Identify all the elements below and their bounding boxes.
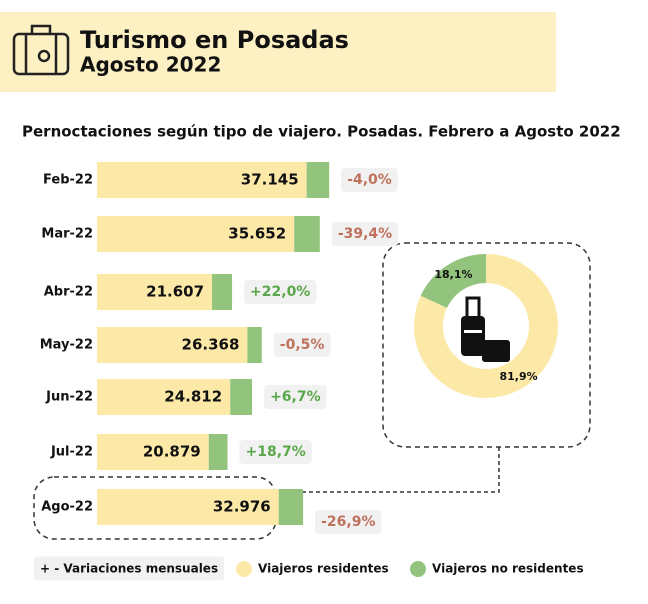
bar-segment xyxy=(97,274,213,310)
variation-label: -39,4% xyxy=(338,226,392,242)
bar-segment xyxy=(306,162,330,198)
bar-segment xyxy=(247,327,262,363)
bar-segment xyxy=(97,379,231,415)
variation-label: -4,0% xyxy=(347,172,392,188)
total-label: 21.607 xyxy=(146,283,204,301)
bar-segment xyxy=(97,434,209,470)
bar-segment xyxy=(208,434,228,470)
total-label: 35.652 xyxy=(228,225,286,243)
bar-segment xyxy=(97,327,248,363)
category-label: Ago-22 xyxy=(41,500,93,515)
connector xyxy=(278,447,500,493)
pie-frame xyxy=(382,242,591,448)
variation-pill xyxy=(315,510,382,534)
bar-segment xyxy=(230,379,253,415)
suitcase-icon xyxy=(12,24,70,76)
total-label: 26.368 xyxy=(182,336,240,354)
bar-segment xyxy=(97,489,279,525)
category-label: Feb-22 xyxy=(43,173,93,188)
variation-pill xyxy=(264,385,327,409)
variation-pill xyxy=(341,168,398,192)
bar-segment xyxy=(278,489,304,525)
luggage-icon xyxy=(461,296,510,362)
bar-segment xyxy=(294,216,320,252)
legend-label: Viajeros residentes xyxy=(258,562,389,576)
category-label: Abr-22 xyxy=(44,285,93,300)
variation-label: -26,9% xyxy=(321,514,375,530)
header-box xyxy=(0,12,556,92)
variation-pill xyxy=(273,333,331,357)
header-subtitle: Agosto 2022 xyxy=(80,53,221,77)
slice-label: 81,9% xyxy=(499,370,537,383)
donut-slice xyxy=(420,254,486,308)
bar-segment xyxy=(212,274,233,310)
bar-segment xyxy=(97,216,295,252)
legend-note: + - Variaciones mensuales xyxy=(40,562,218,576)
variation-label: -0,5% xyxy=(280,337,325,353)
legend-label: Viajeros no residentes xyxy=(432,562,584,576)
total-label: 32.976 xyxy=(213,498,271,516)
donut-slice xyxy=(414,254,558,398)
variation-pill xyxy=(331,222,399,246)
category-label: Jul-22 xyxy=(50,445,93,460)
variation-pill xyxy=(244,280,317,304)
legend-swatch xyxy=(410,561,426,577)
variation-label: +6,7% xyxy=(270,389,321,405)
category-label: Jun-22 xyxy=(45,390,93,405)
variation-pill xyxy=(239,440,312,464)
legend-swatch xyxy=(236,561,252,577)
chart-title: Pernoctaciones según tipo de viajero. Po… xyxy=(22,123,621,141)
header-title: Turismo en Posadas xyxy=(80,26,349,54)
variation-label: +22,0% xyxy=(250,284,310,300)
category-label: May-22 xyxy=(40,338,93,353)
variation-label: +18,7% xyxy=(245,444,305,460)
legend-note-bg xyxy=(34,556,225,581)
total-label: 37.145 xyxy=(241,171,299,189)
bar-segment xyxy=(97,162,307,198)
slice-label: 18,1% xyxy=(434,268,472,281)
total-label: 20.879 xyxy=(143,443,201,461)
total-label: 24.812 xyxy=(164,388,222,406)
category-label: Mar-22 xyxy=(41,227,93,242)
